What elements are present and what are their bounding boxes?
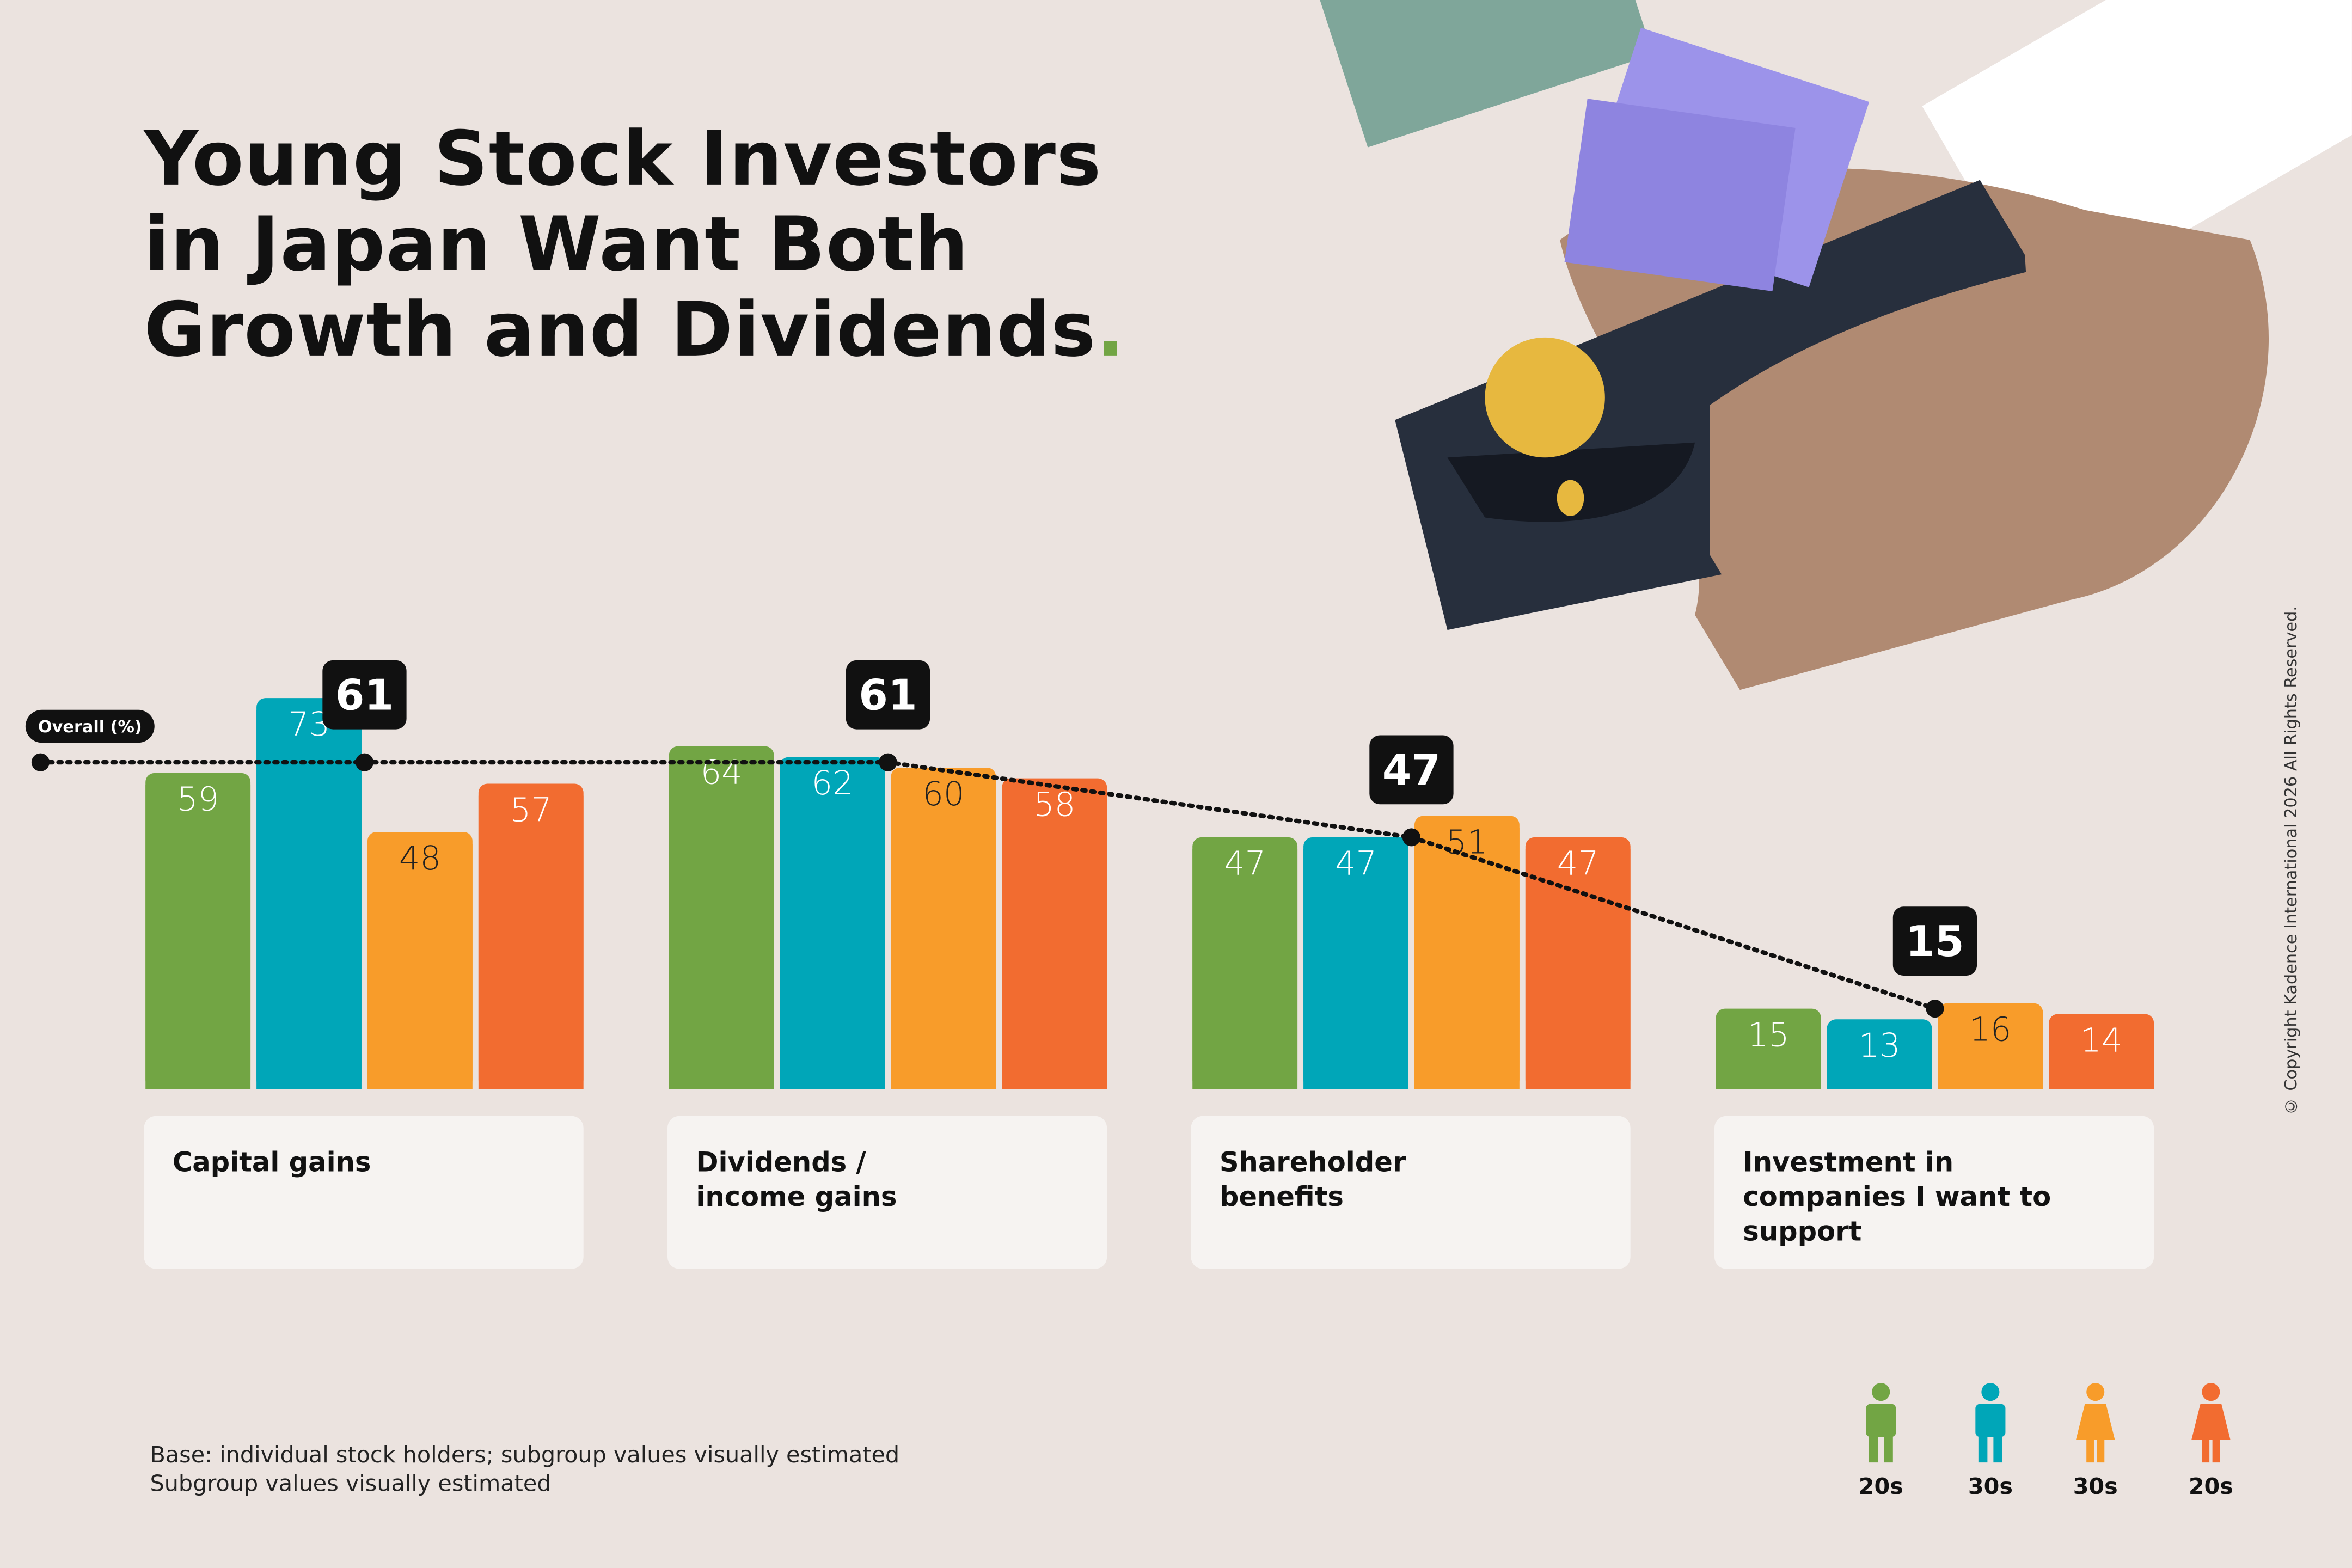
overall-label-bg (25, 709, 155, 743)
value-label: 15 (1748, 1016, 1790, 1054)
bar-base (2049, 1026, 2154, 1089)
overall-label: Overall (%) (38, 718, 142, 737)
bar-base (780, 769, 885, 1089)
icon-leg (1869, 1432, 1878, 1463)
bar-base (478, 795, 584, 1089)
bar-base (367, 844, 473, 1089)
value-label: 13 (1858, 1027, 1900, 1065)
overall-point (355, 753, 373, 771)
value-label: 60 (922, 775, 964, 813)
icon-head (2202, 1383, 2220, 1401)
x-tick-label: Shareholder benefits (1219, 1147, 1406, 1214)
x-tick-label: Investment in companies I want to suppor… (1743, 1147, 2051, 1248)
bar-base (1002, 790, 1107, 1089)
icon-head (1872, 1383, 1890, 1401)
category-box: Capital gains (144, 1116, 584, 1269)
title-dot: . (1096, 286, 1126, 373)
overall-point (879, 753, 897, 771)
legend-icon (2075, 1383, 2115, 1463)
icon-leg (1884, 1432, 1893, 1463)
bar-base (669, 758, 774, 1089)
overall-point (1926, 1000, 1944, 1018)
overall-value: 15 (1906, 917, 1964, 966)
overall-box (1369, 735, 1454, 805)
legend-icon (1975, 1383, 2006, 1463)
overall-value: 61 (859, 671, 917, 720)
value-label: 64 (701, 754, 743, 792)
legend-icon (2191, 1383, 2231, 1463)
value-label: 58 (1033, 786, 1075, 824)
legend-label: 20s (2189, 1473, 2233, 1499)
value-label: 16 (1969, 1011, 2011, 1049)
bar-base (1938, 1015, 2043, 1089)
overall-box (846, 660, 930, 730)
legend-label: 30s (2073, 1473, 2118, 1499)
bar-base (1827, 1031, 1932, 1089)
icon-leg (2097, 1437, 2105, 1463)
bar-base (256, 710, 362, 1089)
x-tick-label: Capital gains (172, 1147, 371, 1179)
legend-icon (1866, 1383, 1896, 1463)
title-text: Young Stock Investors in Japan Want Both… (144, 115, 1102, 373)
bar-base (891, 780, 996, 1089)
legend-label: 20s (1859, 1473, 1903, 1499)
overall-box (322, 660, 407, 730)
footnote: Subgroup values visually estimated (150, 1469, 552, 1497)
value-label: 47 (1224, 845, 1266, 883)
legend-label: 30s (1968, 1473, 2013, 1499)
overall-value: 61 (335, 671, 394, 720)
icon-leg (2212, 1437, 2220, 1463)
value-label: 14 (2080, 1021, 2122, 1059)
bar-base (145, 785, 251, 1089)
icon-body (1866, 1404, 1896, 1437)
icon-head (2086, 1383, 2105, 1401)
value-label: 57 (510, 791, 552, 829)
bar-base (1414, 828, 1520, 1089)
category-box: Investment in companies I want to suppor… (1714, 1116, 2154, 1269)
icon-head (1981, 1383, 2000, 1401)
copyright: © Copyright Kadence International 2026 A… (2281, 606, 2301, 1116)
overall-value: 47 (1382, 746, 1441, 795)
bar-base (1716, 1020, 1821, 1089)
icon-leg (2086, 1437, 2094, 1463)
chart-title: Young Stock Investors in Japan Want Both… (144, 117, 1125, 373)
overall-point (1402, 828, 1420, 847)
illustration (1316, 0, 2352, 690)
icon-leg (1993, 1432, 2002, 1463)
value-label: 47 (1335, 845, 1377, 883)
bar-base (1525, 849, 1631, 1089)
footnote: Base: individual stock holders; subgroup… (150, 1441, 900, 1469)
bar-base (1303, 849, 1408, 1089)
value-label: 59 (177, 781, 219, 819)
x-tick-label: Dividends / income gains (696, 1147, 897, 1214)
value-label: 48 (399, 840, 441, 878)
value-label: 62 (811, 764, 853, 803)
overall-start (31, 753, 50, 771)
overall-box (1892, 906, 1977, 976)
icon-body (2191, 1404, 2231, 1440)
value-label: 47 (1557, 845, 1599, 883)
category-box: Shareholder benefits (1191, 1116, 1631, 1269)
overall-line (362, 760, 1938, 1011)
icon-leg (1978, 1432, 1988, 1463)
icon-body (1975, 1404, 2006, 1437)
category-box: Dividends / income gains (667, 1116, 1107, 1269)
bar-base (1192, 849, 1298, 1089)
icon-body (2075, 1404, 2115, 1440)
icon-leg (2202, 1437, 2210, 1463)
